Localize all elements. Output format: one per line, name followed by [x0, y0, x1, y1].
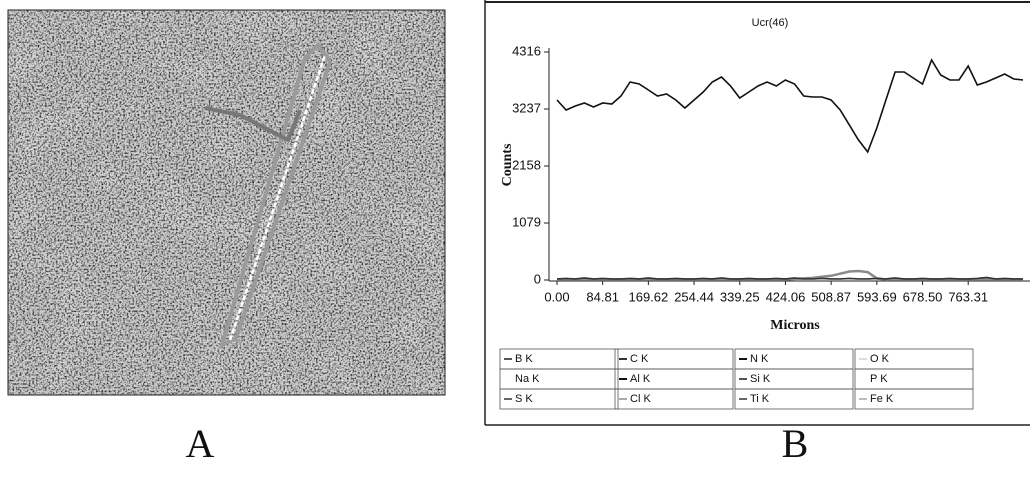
panel-label: A [186, 421, 215, 466]
x-tick-label: 254.44 [674, 289, 714, 304]
micrograph [8, 10, 445, 395]
legend-label: Fe K [870, 393, 894, 405]
y-tick-label: 4316 [512, 43, 541, 58]
y-tick-label: 3237 [512, 100, 541, 115]
legend-label: Ti K [750, 393, 770, 405]
series-line [557, 60, 1023, 152]
x-axis-label: Microns [770, 318, 820, 333]
legend-label: C K [630, 353, 649, 365]
x-tick-label: 169.62 [628, 289, 668, 304]
legend-label: Si K [750, 373, 771, 385]
legend-label: P K [870, 373, 888, 385]
legend-label: Na K [515, 373, 540, 385]
legend-label: S K [515, 393, 533, 405]
y-tick-label: 2158 [512, 157, 541, 172]
figure: A B Ucr(46) Microns Counts 0107921583237… [0, 0, 1030, 476]
legend-label: B K [515, 353, 533, 365]
x-tick-label: 339.25 [720, 289, 760, 304]
legend-label: Cl K [630, 393, 651, 405]
y-tick-label: 1079 [512, 214, 541, 229]
x-tick-label: 508.87 [811, 289, 851, 304]
page: {"figure_labels": ["A", "B"], "chart_dat… [0, 0, 1030, 476]
x-tick-label: 0.00 [544, 289, 569, 304]
chart-title: Ucr(46) [752, 17, 789, 29]
y-tick-label: 0 [534, 271, 541, 286]
x-tick-label: 424.06 [766, 289, 806, 304]
legend-label: O K [870, 353, 890, 365]
panel-label: B [782, 421, 809, 466]
x-tick-label: 593.69 [857, 289, 897, 304]
x-tick-label: 84.81 [586, 289, 619, 304]
legend-label: N K [750, 353, 769, 365]
series-line [557, 277, 1023, 279]
x-tick-label: 763.31 [948, 289, 988, 304]
x-tick-label: 678.50 [903, 289, 943, 304]
legend-label: Al K [630, 373, 651, 385]
